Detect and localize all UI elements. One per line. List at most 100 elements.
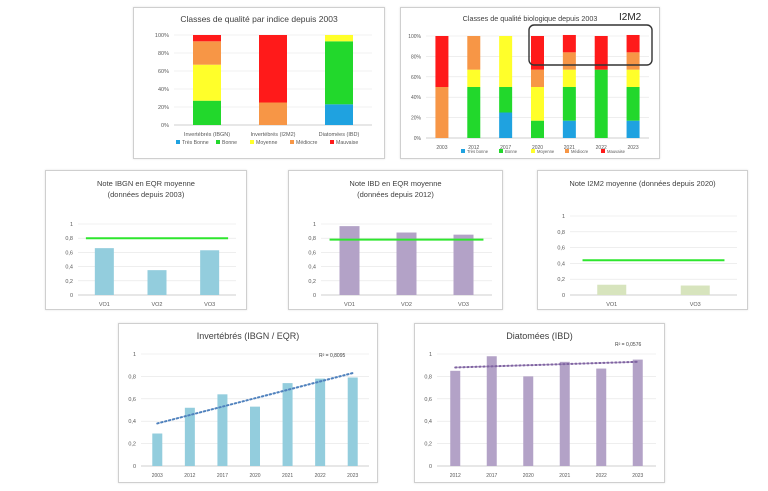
bar-segment-m-diocre	[259, 102, 287, 125]
legend-label: Moyenne	[537, 149, 555, 154]
chart-i2m2: Note I2M2 moyenne (données depuis 2020) 0…	[557, 179, 737, 308]
trend-line	[156, 372, 354, 425]
x-tick-label: VO3	[690, 302, 701, 308]
x-tick-label: Invertébrés (I2M2)	[251, 132, 296, 138]
legend-label: Mauvaise	[607, 149, 626, 154]
y-tick-label: 20%	[411, 116, 422, 122]
bar-segment-tr-s-bonne	[499, 112, 513, 138]
chart-invertebres-trend: Invertébrés (IBGN / EQR) 0 0,2 0,4 0,6 0,8 1 20…	[128, 331, 369, 479]
chart-panel-invertebres-trend: Invertébrés (IBGN / EQR) 0 0,2 0,4 0,6 0,8 1 20…	[118, 323, 378, 483]
x-tick-label: 2003	[436, 145, 447, 151]
bar-segment-moyenne	[325, 35, 353, 42]
chart-diatomees-trend: Diatomées (IBD) 0 0,2 0,4 0,6 0,8 1 2012 2017 202…	[424, 331, 656, 479]
y-tick-label: 0,4	[65, 265, 73, 271]
bar-segment-mauvaise	[193, 35, 221, 42]
legend-label: Médiocre	[296, 140, 317, 146]
chart-panel-ibd-eqr: Note IBD en EQR moyenne (données depuis 2…	[288, 170, 503, 310]
bar-segment-moyenne	[193, 64, 221, 101]
bar-segment-m-diocre	[193, 41, 221, 65]
bar-segment-tr-s-bonne	[626, 120, 640, 138]
legend-swatch	[330, 140, 334, 144]
y-tick-label: 0,6	[65, 250, 73, 256]
bar-segment-bonne	[594, 69, 608, 138]
bar-segment-mauvaise	[562, 34, 576, 53]
y-tick-label: 40%	[158, 87, 169, 93]
y-tick-label: 80%	[158, 51, 169, 57]
y-tick-label: 0	[133, 464, 136, 470]
legend-label: Moyenne	[256, 140, 277, 146]
bar	[347, 377, 358, 466]
bar	[94, 248, 114, 295]
legend-swatch	[216, 140, 220, 144]
y-tick-label: 0	[313, 293, 316, 299]
chart-title: Note I2M2 moyenne (données depuis 2020)	[569, 179, 716, 188]
bar-segment-bonne	[531, 120, 544, 138]
x-tick-label: 2022	[596, 473, 607, 479]
bar	[396, 232, 417, 295]
x-tick-label: 2023	[347, 473, 358, 479]
x-tick-label: 2003	[152, 473, 163, 479]
bar	[184, 407, 195, 466]
bar-segment-bonne	[562, 87, 576, 121]
legend-swatch	[176, 140, 180, 144]
y-tick-label: 100%	[155, 33, 169, 39]
chart-panel-ibgn-eqr: Note IBGN en EQR moyenne (données depuis …	[45, 170, 247, 310]
y-tick-label: 0,6	[424, 397, 432, 403]
y-tick-label: 60%	[411, 75, 422, 81]
x-tick-label: 2020	[532, 145, 543, 151]
y-tick-label: 1	[133, 352, 136, 358]
bar	[680, 285, 710, 295]
legend-swatch	[290, 140, 294, 144]
bar	[152, 433, 163, 466]
chart-title: Diatomées (IBD)	[506, 331, 573, 341]
y-tick-label: 0,2	[128, 442, 136, 448]
chart-panel-quality-bio-years: Classes de qualité biologique depuis 200…	[400, 7, 660, 159]
y-tick-label: 1	[562, 214, 565, 220]
bar	[217, 394, 228, 466]
y-tick-label: 0	[562, 293, 565, 299]
bar-segment-bonne	[193, 100, 221, 125]
x-tick-label: 2022	[315, 473, 326, 479]
y-tick-label: 0,6	[308, 250, 316, 256]
y-tick-label: 60%	[158, 69, 169, 75]
bar	[200, 250, 220, 295]
legend-label: Très Bonne	[182, 140, 209, 146]
bar	[250, 406, 260, 466]
chart-quality-bio-years: Classes de qualité biologique depuis 200…	[408, 12, 653, 154]
bar	[453, 234, 474, 295]
chart-title: Classes de qualité biologique depuis 200…	[463, 14, 598, 23]
y-tick-label: 0,8	[424, 374, 432, 380]
legend-label: Bonne	[222, 140, 237, 146]
chart-ibd-eqr: Note IBD en EQR moyenne (données depuis 2…	[308, 179, 492, 308]
x-tick-label: VO3	[204, 302, 215, 308]
bar-segment-bonne	[499, 87, 513, 113]
x-tick-label: 2012	[450, 473, 461, 479]
legend-swatch	[565, 149, 569, 153]
y-tick-label: 0,4	[557, 261, 565, 267]
x-tick-label: VO2	[401, 302, 412, 308]
y-tick-label: 0,2	[65, 279, 73, 285]
bar-segment-m-diocre	[626, 52, 640, 70]
x-tick-label: 2020	[249, 473, 260, 479]
y-tick-label: 1	[70, 222, 73, 228]
bar-segment-m-diocre	[531, 69, 544, 87]
x-tick-label: Invertébrés (IBGN)	[184, 132, 230, 138]
y-tick-label: 0,4	[424, 419, 432, 425]
x-tick-label: VO1	[606, 302, 617, 308]
x-tick-label: 2017	[486, 473, 497, 479]
legend-label: Mauvaise	[336, 140, 358, 146]
bar	[523, 376, 534, 466]
annotation-label: I2M2	[619, 12, 642, 23]
bar-segment-moyenne	[499, 36, 513, 87]
x-tick-label: 2023	[628, 145, 639, 151]
x-tick-label: 2017	[217, 473, 228, 479]
bar-segment-mauvaise	[531, 36, 544, 70]
y-tick-label: 0,8	[308, 236, 316, 242]
trend-line	[454, 360, 639, 369]
bar	[632, 359, 643, 466]
chart-panel-i2m2: Note I2M2 moyenne (données depuis 2020) 0…	[537, 170, 748, 310]
chart-title: Note IBD en EQR moyenne	[349, 179, 441, 188]
x-tick-label: 2017	[500, 145, 511, 151]
chart-title: Note IBGN en EQR moyenne	[97, 179, 195, 188]
bar-segment-m-diocre	[467, 36, 481, 70]
